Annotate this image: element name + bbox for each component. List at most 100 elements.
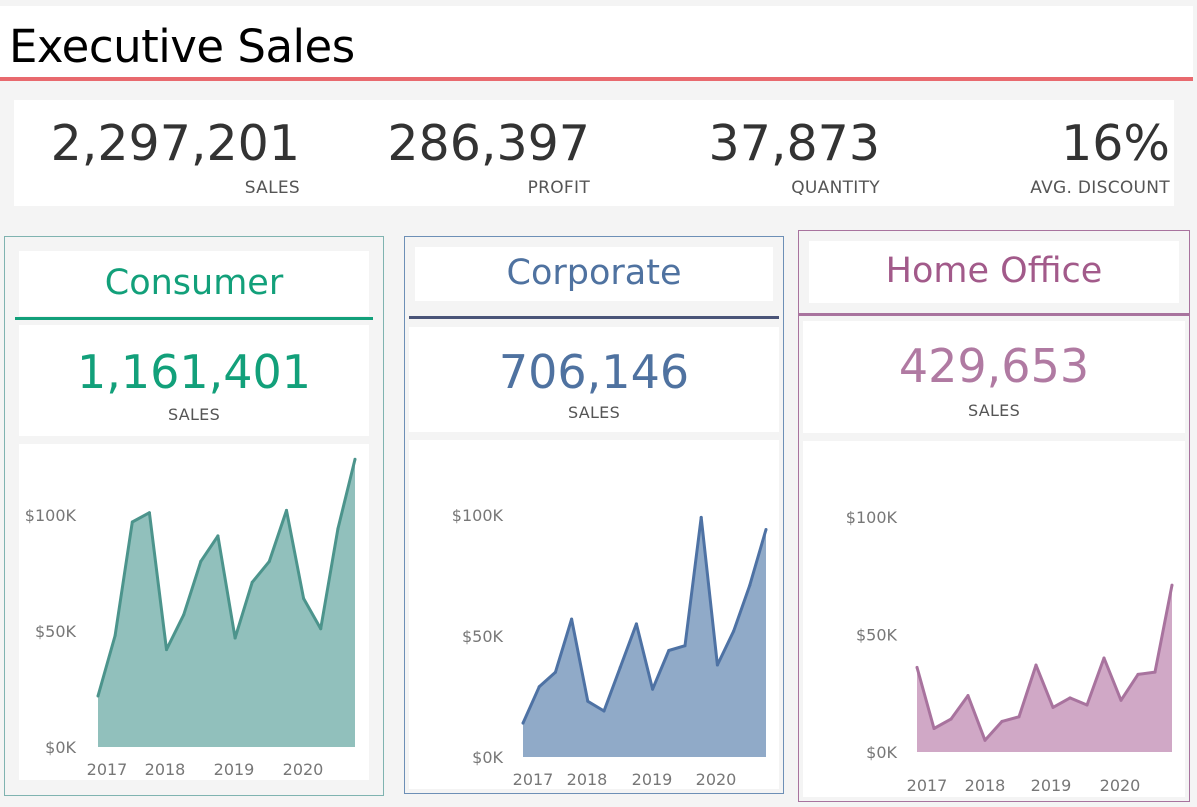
dashboard-header: Executive Sales (0, 6, 1193, 81)
data-point (285, 508, 288, 512)
x-tick-label: 2017 (87, 760, 128, 779)
data-point (570, 617, 574, 621)
segment-title: Consumer (104, 263, 284, 303)
series-line (96, 458, 357, 697)
segment-sales-value: 706,146 (498, 345, 690, 399)
segment-sales-box: 1,161,401 SALES (19, 325, 369, 436)
page-title: Executive Sales (9, 20, 355, 73)
kpi-value: 2,297,201 (50, 115, 300, 172)
y-tick-label: $50K (856, 626, 898, 645)
data-point (130, 520, 134, 524)
x-tick-label: 2020 (696, 770, 737, 789)
data-point (1170, 583, 1174, 587)
data-point (602, 709, 606, 713)
segment-sales-value: 1,161,401 (76, 345, 312, 399)
segment-title-box: Home Office (809, 241, 1179, 303)
data-point (553, 670, 557, 674)
sales-area-chart-home-office: $0K $50K $100K 2017 2018 2019 2020 (846, 508, 1174, 795)
x-tick-label: 2017 (907, 776, 948, 795)
data-point (1034, 663, 1038, 667)
x-tick-label: 2018 (965, 776, 1006, 795)
x-tick-label: 2020 (1100, 776, 1141, 795)
x-tick-label: 2020 (283, 760, 324, 779)
segment-underline (799, 313, 1189, 316)
x-tick-label: 2017 (513, 770, 554, 789)
data-point (1136, 672, 1140, 676)
data-point (147, 511, 151, 515)
data-point (1119, 698, 1123, 702)
segment-title-box: Corporate (415, 247, 773, 301)
segment-panel-consumer: Consumer 1,161,401 SALES $0K $50K $100K 201… (4, 236, 384, 796)
kpi-label: AVG. DISCOUNT (1030, 178, 1170, 198)
data-point (667, 649, 671, 652)
kpi-label: SALES (244, 178, 300, 198)
y-tick-label: $50K (462, 627, 504, 646)
data-point (764, 528, 768, 531)
segment-title: Corporate (506, 253, 682, 293)
y-tick-label: $100K (25, 506, 77, 525)
data-point (336, 527, 340, 531)
data-point (732, 629, 736, 633)
x-tick-label: 2019 (214, 760, 255, 779)
y-tick-label: $0K (866, 743, 897, 762)
data-point (250, 580, 254, 584)
area-fill (523, 517, 766, 757)
kpi-label: QUANTITY (791, 178, 880, 198)
data-point (165, 648, 168, 652)
data-point (1000, 719, 1004, 723)
data-point (715, 663, 719, 667)
y-tick-label: $0K (472, 748, 503, 767)
segment-panel-corporate: Corporate 706,146 SALES $0K $50K $100K 2017… (404, 236, 784, 794)
data-point (699, 515, 703, 519)
data-point (1051, 705, 1055, 709)
series-line (915, 584, 1174, 742)
data-point (182, 613, 186, 617)
data-point (216, 534, 220, 538)
data-point (748, 583, 752, 587)
data-point (683, 644, 687, 648)
segment-sales-box: 429,653 SALES (803, 321, 1185, 433)
y-tick-label: $0K (45, 738, 76, 757)
segment-sales-box: 706,146 SALES (409, 327, 779, 432)
segment-underline (15, 317, 373, 320)
data-point (932, 727, 936, 730)
data-point (634, 622, 638, 626)
data-point (651, 687, 655, 691)
data-point (1017, 715, 1021, 719)
series-line (521, 515, 768, 724)
kpi-label: PROFIT (527, 178, 590, 198)
y-tick-label: $50K (35, 622, 77, 641)
sales-area-chart-corporate: $0K $50K $100K 2017 2018 2019 2020 (452, 506, 768, 789)
data-point (537, 685, 541, 689)
y-tick-label: $100K (452, 506, 504, 525)
data-point (966, 694, 970, 698)
data-point (267, 559, 271, 563)
data-point (319, 627, 323, 631)
kpi-value: 16% (1061, 115, 1170, 172)
x-tick-label: 2018 (145, 760, 186, 779)
segment-panel-home-office: Home Office 429,653 SALES $0K $50K $100K 20… (798, 230, 1190, 802)
data-point (618, 666, 622, 669)
data-point (233, 636, 237, 640)
data-point (96, 694, 100, 698)
area-fill (98, 459, 355, 747)
data-point (1153, 670, 1157, 674)
y-tick-label: $100K (846, 508, 898, 527)
data-point (521, 721, 525, 725)
kpi-value: 286,397 (387, 115, 590, 172)
data-point (113, 634, 117, 638)
data-point (1085, 703, 1089, 707)
area-fill (917, 585, 1172, 752)
data-point (302, 597, 306, 600)
data-point (586, 699, 590, 703)
segment-title: Home Office (885, 251, 1103, 291)
kpi-value: 37,873 (708, 115, 880, 172)
kpi-band: 2,297,201 SALES 286,397 PROFIT 37,873 QU… (14, 100, 1174, 206)
segment-sales-label: SALES (567, 403, 621, 422)
data-point (915, 665, 919, 669)
sales-area-chart-consumer: $0K $50K $100K 2017 2018 2019 2020 (25, 457, 357, 779)
data-point (1102, 656, 1106, 660)
segment-sales-label: SALES (167, 405, 221, 424)
data-point (983, 738, 987, 742)
x-tick-label: 2019 (1031, 776, 1072, 795)
